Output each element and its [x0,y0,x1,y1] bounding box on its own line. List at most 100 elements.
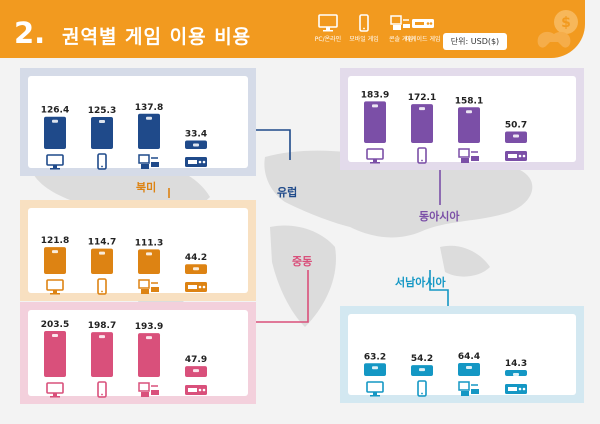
bar-fill [458,363,480,376]
region-label-europe: 유럽 [277,186,298,199]
bar-southeast-asia-mobile [411,365,433,376]
console-icon [458,148,479,163]
bar-cap [99,119,105,123]
data-label: 114.7 [88,238,116,248]
bar-fill [138,113,160,149]
bar-fill [138,333,160,377]
bar-fill [91,116,113,149]
console-icon [138,154,159,169]
bar-middle-east-arcade [185,366,207,377]
mobile-icon [417,147,427,164]
bar-north-america-mobile [91,116,113,149]
bar-southeast-asia-console [458,363,480,376]
bar-north-america-pc [44,116,66,149]
bar-north-america-console [138,113,160,149]
data-label: 121.8 [41,236,69,246]
bar-cap [372,366,378,370]
bar-europe-mobile [91,248,113,274]
bar-cap [193,267,199,271]
bar-fill [44,247,66,274]
bar-cap [146,336,152,340]
chart-panel-north-america: 126.4 125.3 137.8 33.4 [20,68,256,176]
pc-icon [366,381,384,397]
arcade-icon [185,157,207,167]
bar-cap [513,373,519,376]
console-icon [458,381,479,396]
data-label: 50.7 [505,121,527,131]
data-label: 125.3 [88,106,116,116]
data-label: 183.9 [361,90,389,100]
region-label-middle-east: 중동 [292,255,313,268]
pc-monitor-icon [318,14,338,32]
header: 2. 권역별 게임 이용 비용 PC/온라인 모바일 게임 콘솔 게임 [0,0,600,62]
mobile-phone-icon [359,14,369,32]
bar-cap [419,107,425,111]
bar-europe-pc [44,247,66,274]
mobile-icon [417,380,427,397]
bar-middle-east-mobile [91,332,113,377]
data-label: 198.7 [88,321,116,331]
legend-mobile: 모바일 게임 [341,14,387,43]
bar-middle-east-console [138,333,160,377]
bar-cap [193,369,199,373]
data-label: 44.2 [185,253,207,263]
bar-cap [466,366,472,370]
mobile-icon [97,278,107,295]
legend-arcade: 아케이드 게임 [400,14,446,43]
bar-fill [44,331,66,377]
legend-console: 콘솔 게임 [378,14,424,43]
arcade-icon [412,19,434,28]
bar-east-asia-mobile [411,104,433,143]
data-label: 193.9 [135,322,163,332]
console-icon [138,382,159,397]
data-label: 64.4 [458,352,480,362]
bar-cap [466,110,472,114]
bar-cap [419,368,425,372]
region-label-north-america: 북미 [136,181,157,194]
bar-north-america-arcade [185,140,207,149]
arcade-icon [505,151,527,161]
data-label: 126.4 [41,106,69,116]
bar-southeast-asia-pc [364,363,386,376]
data-label: 137.8 [135,103,163,113]
section-number: 2. [14,16,46,50]
bar-chart-east-asia: 183.9 172.1 158.1 50.7 [361,90,527,164]
bar-fill [411,104,433,143]
bar-middle-east-pc [44,331,66,377]
page-title: 권역별 게임 이용 비용 [62,26,252,48]
bar-east-asia-arcade [505,131,527,143]
bar-chart-europe: 121.8 114.7 111.3 44.2 [41,236,207,295]
legend-mobile-label: 모바일 게임 [349,36,379,43]
data-label: 54.2 [411,354,433,364]
bar-chart-southeast-asia: 63.2 54.2 64.4 14.3 [364,352,527,397]
bar-cap [146,116,152,120]
bar-cap [513,134,519,138]
legend-pc: PC/온라인 [305,14,351,43]
pc-icon [46,154,64,170]
legend-console-label: 콘솔 게임 [389,36,413,43]
pc-icon [366,148,384,164]
bar-fill [44,116,66,149]
chart-panel-europe: 121.8 114.7 111.3 44.2 [20,200,256,301]
data-label: 63.2 [364,352,386,362]
dollar-gamepad-icon: $ [537,10,578,48]
data-label: 47.9 [185,355,207,365]
arcade-icon [185,385,207,395]
legend-pc-label: PC/온라인 [314,36,342,43]
arcade-icon [505,384,527,394]
svg-text:$: $ [561,15,571,31]
data-label: 14.3 [505,359,527,369]
region-label-southeast-asia: 서남아시아 [395,276,446,289]
data-label: 203.5 [41,320,69,330]
bar-fill [364,101,386,143]
bar-cap [146,252,152,256]
bar-cap [99,335,105,339]
data-label: 111.3 [135,238,163,248]
data-label: 172.1 [408,93,436,103]
bar-southeast-asia-arcade [505,370,527,376]
bar-fill [91,332,113,377]
bar-europe-arcade [185,264,207,274]
pc-icon [46,382,64,398]
